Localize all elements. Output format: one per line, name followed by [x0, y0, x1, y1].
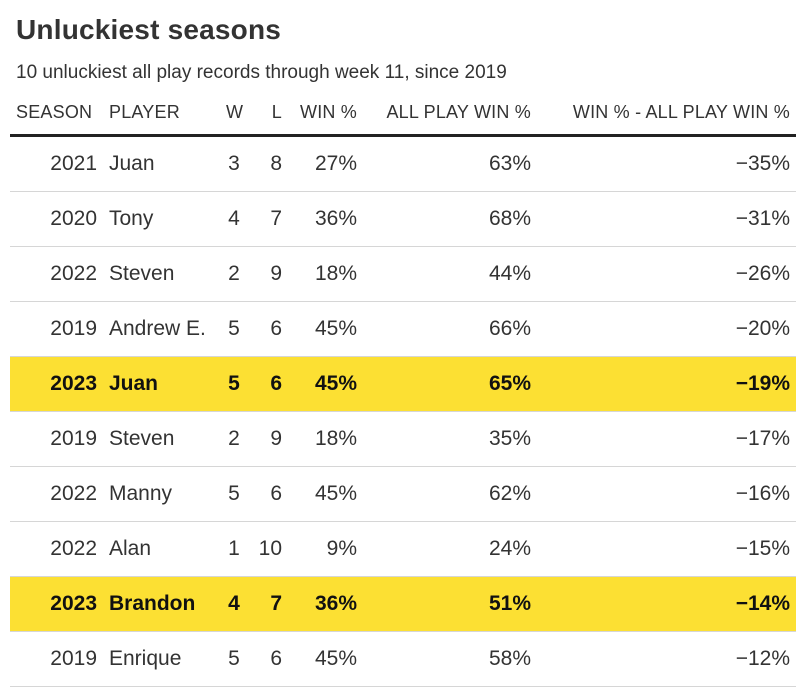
cell-l: 8	[248, 135, 288, 192]
column-header-all-play-win-pct[interactable]: ALL PLAY WIN %	[363, 91, 537, 137]
cell-win-pct: 27%	[288, 135, 363, 192]
cell-player: Juan	[103, 356, 220, 412]
cell-win-pct: 45%	[288, 356, 363, 412]
cell-w: 4	[220, 191, 248, 247]
cell-w: 5	[220, 466, 248, 522]
table-row: 2023 Brandon 4 7 36% 51% −14%	[10, 576, 796, 632]
cell-season: 2020	[10, 191, 103, 247]
cell-diff: −35%	[537, 135, 796, 192]
cell-win-pct: 9%	[288, 521, 363, 577]
column-header-season[interactable]: SEASON	[10, 91, 103, 137]
cell-w: 1	[220, 521, 248, 577]
cell-w: 3	[220, 135, 248, 192]
table-row: 2023 Juan 5 6 45% 65% −19%	[10, 356, 796, 412]
seasons-table: SEASON PLAYER W L WIN % ALL PLAY WIN % W…	[10, 91, 796, 687]
cell-all-play-win-pct: 44%	[363, 246, 537, 302]
cell-player: Alan	[103, 521, 220, 577]
cell-win-pct: 36%	[288, 191, 363, 247]
cell-w: 2	[220, 411, 248, 467]
cell-all-play-win-pct: 58%	[363, 631, 537, 687]
cell-all-play-win-pct: 66%	[363, 301, 537, 357]
cell-diff: −14%	[537, 576, 796, 632]
cell-win-pct: 18%	[288, 246, 363, 302]
cell-l: 6	[248, 301, 288, 357]
cell-all-play-win-pct: 51%	[363, 576, 537, 632]
cell-l: 6	[248, 356, 288, 412]
column-header-w[interactable]: W	[220, 91, 248, 137]
column-header-l[interactable]: L	[248, 91, 288, 137]
cell-l: 9	[248, 246, 288, 302]
cell-season: 2019	[10, 631, 103, 687]
cell-season: 2022	[10, 246, 103, 302]
cell-season: 2023	[10, 356, 103, 412]
cell-diff: −12%	[537, 631, 796, 687]
table-header: SEASON PLAYER W L WIN % ALL PLAY WIN % W…	[10, 91, 796, 137]
cell-player: Enrique	[103, 631, 220, 687]
table-body: 2021 Juan 3 8 27% 63% −35% 2020 Tony 4 7 36% 68% −31%…	[10, 135, 796, 687]
cell-diff: −20%	[537, 301, 796, 357]
cell-win-pct: 45%	[288, 631, 363, 687]
table-row: 2019 Andrew E. 5 6 45% 66% −20%	[10, 301, 796, 357]
cell-season: 2019	[10, 411, 103, 467]
cell-w: 2	[220, 246, 248, 302]
cell-all-play-win-pct: 35%	[363, 411, 537, 467]
table-row: 2019 Steven 2 9 18% 35% −17%	[10, 411, 796, 467]
cell-diff: −15%	[537, 521, 796, 577]
column-header-player[interactable]: PLAYER	[103, 91, 220, 137]
cell-win-pct: 36%	[288, 576, 363, 632]
cell-w: 5	[220, 631, 248, 687]
cell-w: 5	[220, 356, 248, 412]
cell-player: Steven	[103, 246, 220, 302]
cell-all-play-win-pct: 63%	[363, 135, 537, 192]
cell-diff: −19%	[537, 356, 796, 412]
table-row: 2020 Tony 4 7 36% 68% −31%	[10, 191, 796, 247]
column-header-diff[interactable]: WIN % - ALL PLAY WIN %	[537, 91, 796, 137]
table-row: 2022 Alan 1 10 9% 24% −15%	[10, 521, 796, 577]
cell-season: 2023	[10, 576, 103, 632]
cell-player: Steven	[103, 411, 220, 467]
cell-all-play-win-pct: 62%	[363, 466, 537, 522]
cell-player: Juan	[103, 135, 220, 192]
header-row: SEASON PLAYER W L WIN % ALL PLAY WIN % W…	[10, 91, 796, 137]
cell-all-play-win-pct: 68%	[363, 191, 537, 247]
cell-all-play-win-pct: 24%	[363, 521, 537, 577]
cell-l: 6	[248, 466, 288, 522]
table-title: Unluckiest seasons	[16, 14, 282, 45]
cell-diff: −31%	[537, 191, 796, 247]
cell-player: Andrew E.	[103, 301, 220, 357]
cell-win-pct: 45%	[288, 301, 363, 357]
table-subtitle: 10 unluckiest all play records through w…	[16, 62, 507, 83]
cell-diff: −16%	[537, 466, 796, 522]
cell-l: 7	[248, 576, 288, 632]
cell-season: 2019	[10, 301, 103, 357]
table-row: 2019 Enrique 5 6 45% 58% −12%	[10, 631, 796, 687]
cell-diff: −17%	[537, 411, 796, 467]
cell-win-pct: 45%	[288, 466, 363, 522]
cell-player: Tony	[103, 191, 220, 247]
cell-l: 10	[248, 521, 288, 577]
cell-w: 5	[220, 301, 248, 357]
cell-all-play-win-pct: 65%	[363, 356, 537, 412]
cell-diff: −26%	[537, 246, 796, 302]
cell-season: 2022	[10, 466, 103, 522]
cell-season: 2022	[10, 521, 103, 577]
cell-l: 6	[248, 631, 288, 687]
cell-l: 7	[248, 191, 288, 247]
table-row: 2022 Steven 2 9 18% 44% −26%	[10, 246, 796, 302]
cell-season: 2021	[10, 135, 103, 192]
cell-player: Manny	[103, 466, 220, 522]
column-header-win-pct[interactable]: WIN %	[288, 91, 363, 137]
table-row: 2021 Juan 3 8 27% 63% −35%	[10, 135, 796, 192]
table-row: 2022 Manny 5 6 45% 62% −16%	[10, 466, 796, 522]
cell-w: 4	[220, 576, 248, 632]
cell-l: 9	[248, 411, 288, 467]
cell-win-pct: 18%	[288, 411, 363, 467]
cell-player: Brandon	[103, 576, 220, 632]
